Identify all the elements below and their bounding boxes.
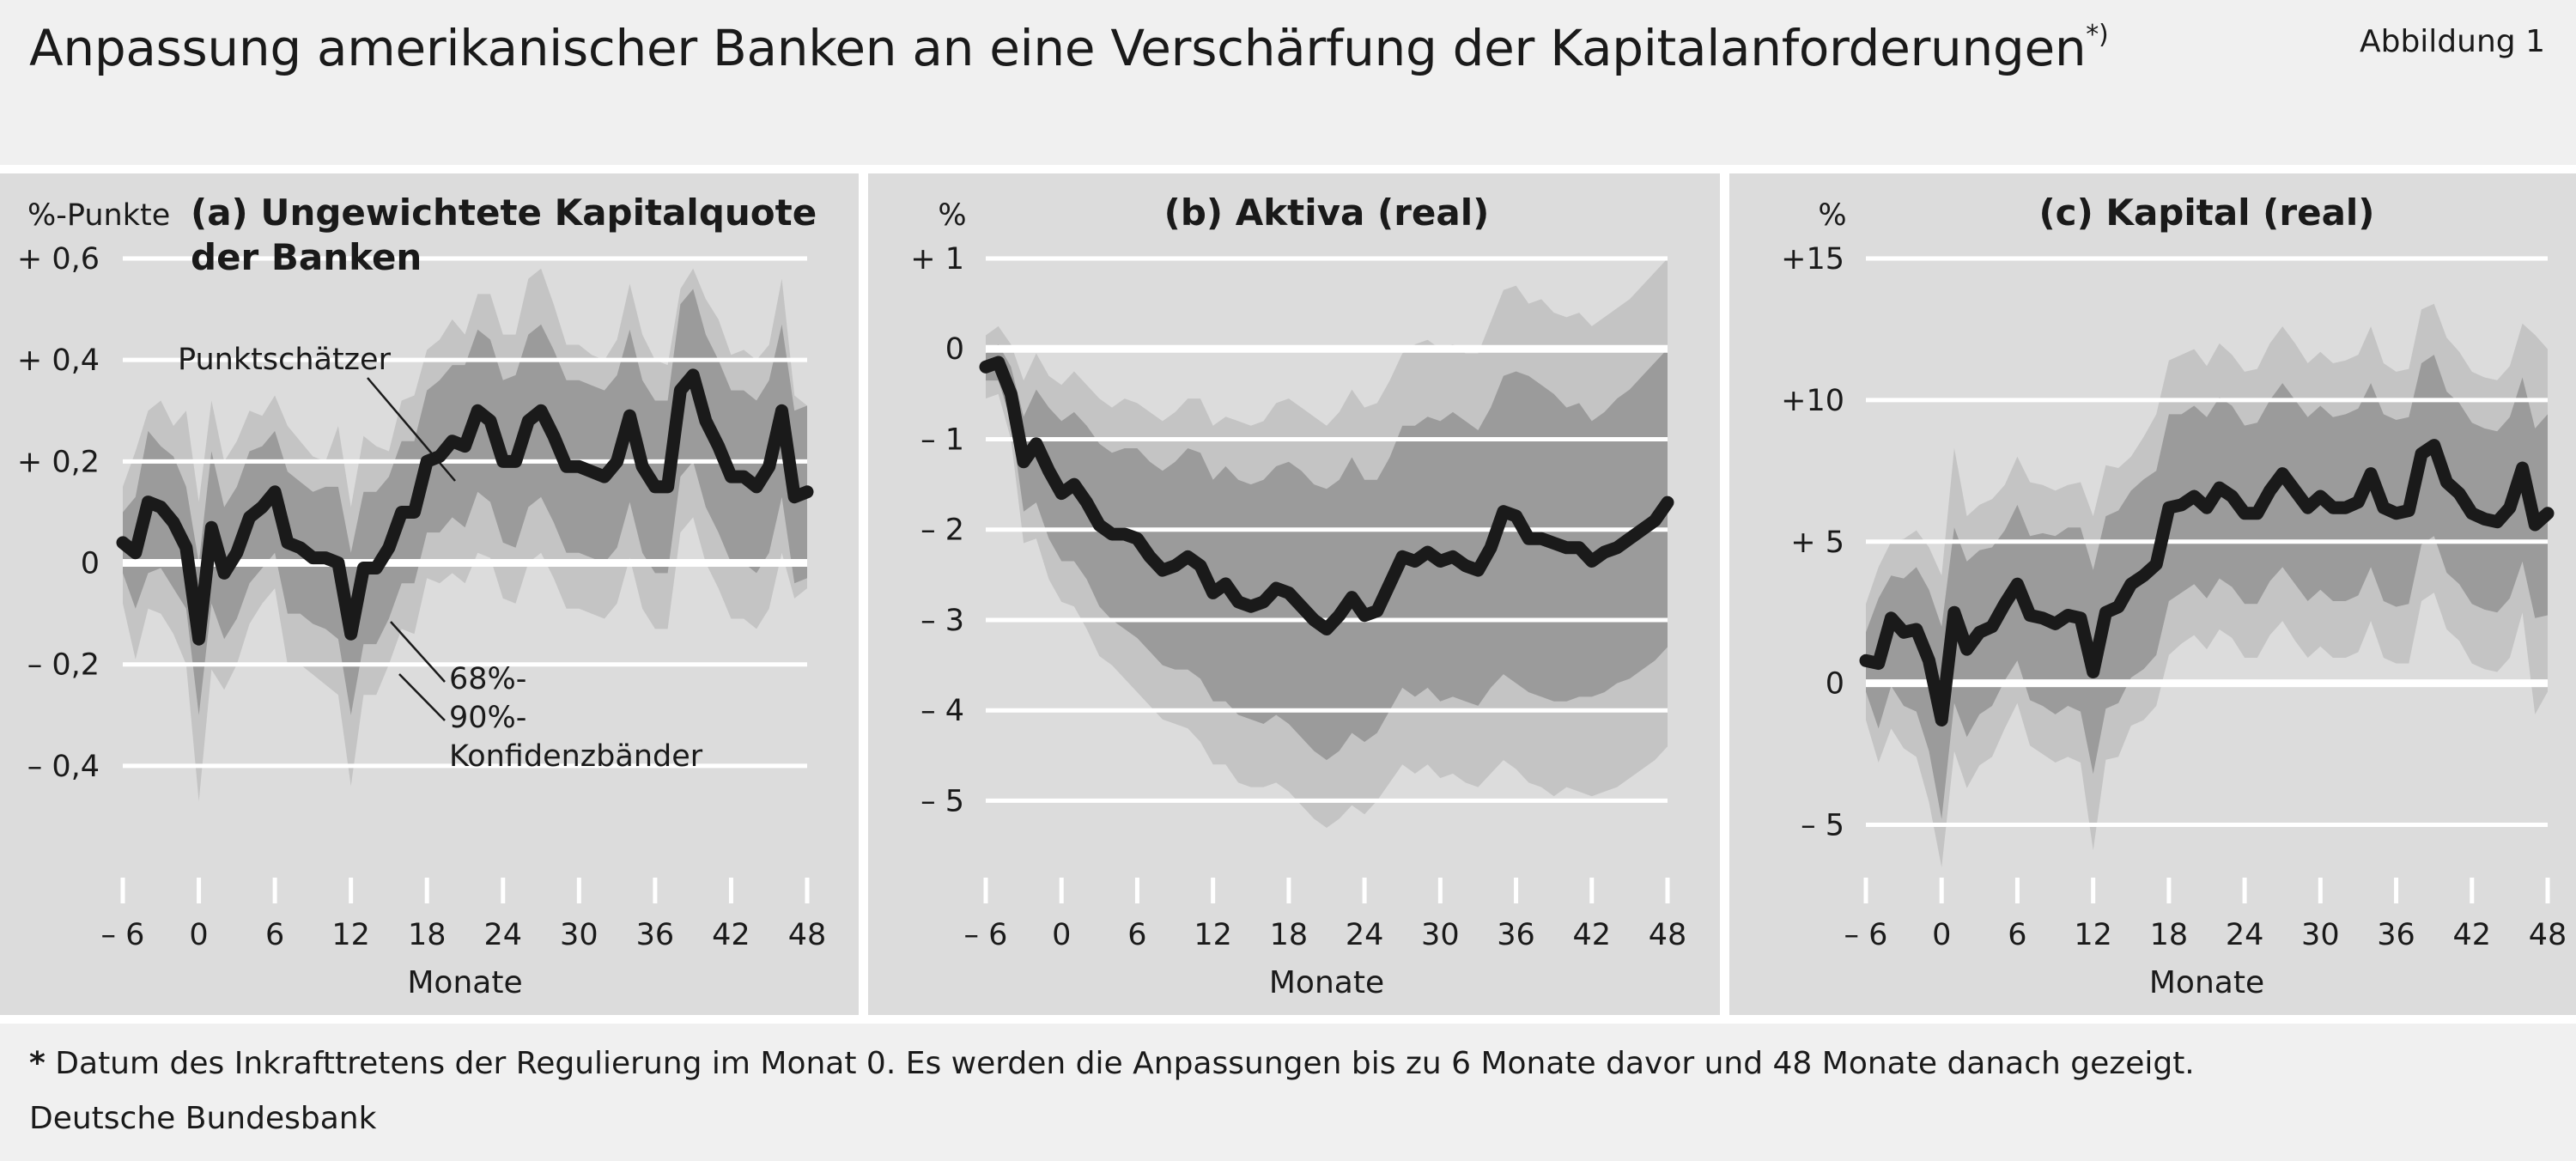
x-tick-label: 6: [265, 918, 284, 952]
x-tick-label: 6: [1127, 918, 1146, 952]
x-tick-label: 36: [2377, 918, 2415, 952]
y-tick-label: + 0,6: [17, 242, 100, 277]
panel-title: (a) Ungewichtete Kapitalquote: [191, 191, 817, 234]
point-estimate-line: [116, 368, 814, 646]
footnote: * Datum des Inkrafttretens der Regulieru…: [29, 1046, 2195, 1081]
panel-title: (b) Aktiva (real): [1164, 191, 1490, 234]
unit-label: %-Punkte: [27, 198, 170, 233]
x-tick-label: 42: [712, 918, 750, 952]
y-tick-label: +10: [1781, 384, 1844, 418]
title-text: Anpassung amerikanischer Banken an eine …: [29, 19, 2087, 77]
x-tick-label: 0: [1932, 918, 1951, 952]
chart-panel-c: +15 +10 + 5 0 – 5 – 6 0 6 12 18 24 30 36 42 48 Monate% (…: [1729, 173, 2576, 1015]
y-tick-label: + 0,2: [17, 445, 100, 479]
chart-panel-b: + 1 0 – 1 – 2 – 3 – 4 – 5 – 6 0 6 12 18 24 30 36 42 48 Mo…: [868, 173, 1720, 1015]
panel-title: der Banken: [191, 236, 422, 278]
x-tick-label: 30: [1421, 918, 1460, 952]
x-tick-label: 48: [788, 918, 827, 952]
x-tick-label: 12: [1194, 918, 1232, 952]
x-tick-label: 24: [484, 918, 523, 952]
y-tick-label: 0: [81, 547, 100, 581]
annotation-leader: [367, 377, 456, 482]
y-tick-label: 0: [945, 332, 964, 367]
x-tick-label: 18: [1270, 918, 1309, 952]
y-tick-label: + 1: [910, 242, 964, 277]
x-axis-label: Monate: [2149, 965, 2264, 1000]
y-tick-label: – 0,2: [27, 648, 100, 683]
y-tick-label: – 5: [1801, 809, 1844, 843]
x-tick-label: 36: [1497, 918, 1535, 952]
x-tick-label: 18: [2150, 918, 2189, 952]
x-tick-label: 48: [2529, 918, 2567, 952]
footnote-marker: *: [29, 1046, 46, 1081]
footnote-text: Datum des Inkrafttretens der Regulierung…: [55, 1046, 2195, 1081]
y-tick-label: – 3: [920, 604, 964, 638]
y-tick-label: – 5: [920, 784, 964, 818]
y-tick-label: + 5: [1790, 526, 1844, 560]
annotation-band90: 90%-: [449, 701, 526, 735]
x-tick-label: 18: [408, 918, 447, 952]
x-tick-label: 36: [636, 918, 675, 952]
y-tick-label: – 4: [920, 694, 964, 728]
y-tick-label: – 1: [920, 422, 964, 457]
y-tick-label: – 0,4: [27, 750, 100, 784]
y-tick-label: + 0,4: [17, 343, 100, 378]
x-tick-label: 6: [2008, 918, 2026, 952]
annotation-leader: [398, 673, 446, 721]
x-tick-label: – 6: [1844, 918, 1888, 952]
point-estimate-line: [1859, 439, 2555, 726]
x-tick-label: 48: [1649, 918, 1687, 952]
x-tick-label: 30: [2301, 918, 2340, 952]
x-axis-label: Monate: [407, 965, 522, 1000]
x-tick-label: 0: [1052, 918, 1071, 952]
unit-label: %: [938, 198, 966, 233]
x-tick-label: 24: [1346, 918, 1384, 952]
x-tick-label: 12: [2074, 918, 2112, 952]
figure-label: Abbildung 1: [2359, 24, 2545, 59]
x-tick-label: 42: [1573, 918, 1612, 952]
x-tick-label: – 6: [964, 918, 1008, 952]
unit-label: %: [1818, 198, 1846, 233]
confidence-band-68: [123, 289, 807, 715]
panel-title: (c) Kapital (real): [2038, 191, 2374, 234]
y-tick-label: +15: [1781, 242, 1844, 277]
x-tick-label: – 6: [101, 918, 145, 952]
source-label: Deutsche Bundesbank: [29, 1101, 377, 1136]
title-footnote-marker: *): [2086, 19, 2109, 50]
y-tick-label: – 2: [920, 514, 964, 548]
chart-panel-a: + 0,6 + 0,4 + 0,2 0 – 0,2 – 0,4 – 6 0 6 12 18 24 30 3…: [0, 173, 859, 1015]
x-tick-label: 0: [189, 918, 208, 952]
confidence-band-68: [986, 344, 1668, 761]
point-estimate-line: [979, 356, 1674, 635]
x-axis-label: Monate: [1269, 965, 1384, 1000]
annotation-point-estimate: Punktschätzer: [178, 343, 392, 377]
x-tick-label: 42: [2453, 918, 2492, 952]
x-tick-label: 12: [331, 918, 370, 952]
annotation-band68: 68%-: [449, 662, 526, 696]
annotation-leader: [390, 621, 446, 683]
confidence-band-68: [1866, 355, 2548, 819]
x-tick-label: 30: [560, 918, 598, 952]
annotation-bands: Konfidenzbänder: [449, 739, 703, 774]
x-tick-label: 24: [2226, 918, 2264, 952]
y-tick-label: 0: [1826, 667, 1844, 702]
page-title: Anpassung amerikanischer Banken an eine …: [29, 19, 2109, 77]
